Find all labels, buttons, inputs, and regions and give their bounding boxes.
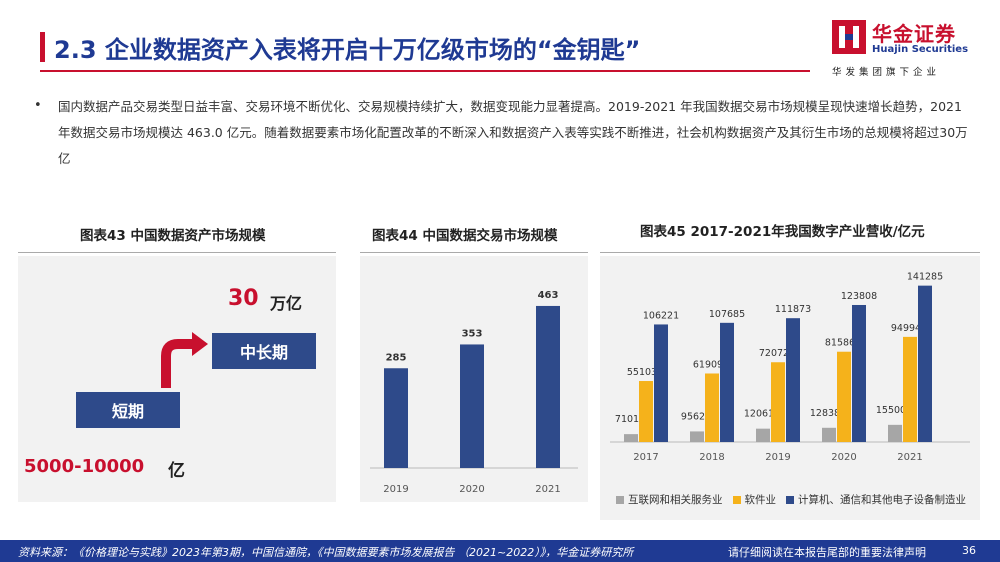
chart45-data-label: 72072: [759, 348, 789, 359]
footer-disclaimer: 请仔细阅读在本报告尾部的重要法律声明: [728, 546, 926, 559]
chart45-bar: [720, 322, 734, 442]
page-number: 36: [962, 544, 976, 557]
company-logo: 华金证券 Huajin Securities 华发集团旗下企业: [832, 18, 982, 78]
chart45-bar: [654, 324, 668, 442]
chart45-bar: [756, 428, 770, 442]
legend-swatch: [616, 495, 624, 504]
chart43-panel: [18, 256, 336, 502]
short-term-unit: 亿: [168, 461, 185, 481]
legend-item: 计算机、通信和其他电子设备制造业: [786, 492, 966, 507]
title-rule: [40, 70, 810, 72]
chart45-data-label: 81586: [825, 338, 855, 349]
chart44-tick-label: 2020: [459, 484, 484, 495]
long-term-unit: 万亿: [270, 294, 303, 313]
chart45-data-label: 106221: [643, 310, 679, 321]
chart45-data-label: 111873: [775, 304, 811, 315]
logo-slogan: 华发集团旗下企业: [832, 67, 941, 78]
growth-arrow-icon: [161, 332, 208, 388]
chart45-data-label: 55103: [627, 367, 657, 378]
chart45-bar: [888, 424, 902, 442]
chart44-bar: [536, 305, 560, 468]
chart45-data-label: 61909: [693, 359, 723, 370]
chart45-title-rule: [600, 252, 980, 253]
chart45-bar: [624, 434, 638, 442]
chart45-data-label: 141285: [907, 272, 943, 283]
legend-swatch: [732, 495, 741, 504]
chart45-bar: [690, 431, 704, 442]
legend-label: 互联网和相关服务业: [628, 494, 723, 506]
chart45-bar: [918, 285, 932, 442]
title-accent: [40, 32, 45, 62]
chart44-tick-label: 2019: [383, 484, 408, 495]
chart45-bar: [639, 381, 653, 442]
chart45-data-label: 12838: [810, 408, 840, 419]
chart45-bar: [903, 336, 917, 442]
page-title: 2.3 企业数据资产入表将开启十万亿级市场的“金钥匙”: [54, 36, 641, 64]
chart45-data-label: 12061: [744, 409, 774, 420]
chart44-tick-label: 2021: [535, 484, 560, 495]
chart45-tick-label: 2019: [765, 452, 790, 463]
chart44-data-label: 353: [462, 328, 483, 339]
chart45-title: 图表45 2017-2021年我国数字产业营收/亿元: [640, 224, 925, 240]
logo-mark-icon: [832, 20, 866, 54]
logo-english-name: Huajin Securities: [872, 44, 969, 55]
chart45-data-label: 94994: [891, 323, 921, 334]
chart43-title-rule: [18, 252, 336, 253]
chart45-bar: [852, 304, 866, 442]
footer-source: 资料来源：《价格理论与实践》2023年第3期，中国信通院，《中国数据要素市场发展…: [18, 546, 634, 559]
chart44-data-label: 463: [538, 290, 559, 301]
chart45-bar: [837, 351, 851, 442]
long-term-box: 中长期: [212, 333, 316, 369]
footer-bar: 资料来源：《价格理论与实践》2023年第3期，中国信通院，《中国数据要素市场发展…: [0, 540, 1000, 562]
chart45-tick-label: 2018: [699, 452, 724, 463]
chart44-bar: [460, 344, 484, 468]
bullet-text: 国内数据产品交易类型日益丰富、交易环境不断优化、交易规模持续扩大，数据变现能力显…: [58, 99, 968, 166]
chart45-data-label: 15500: [876, 405, 906, 416]
chart45-data-label: 9562: [681, 411, 705, 422]
chart44-title-rule: [360, 252, 588, 253]
chart45-legend: 互联网和相关服务业 软件业 计算机、通信和其他电子设备制造业: [616, 492, 966, 507]
long-term-value: 30: [228, 286, 259, 311]
chart45-tick-label: 2017: [633, 452, 658, 463]
chart45-bar: [822, 427, 836, 442]
chart44-bar: [384, 368, 408, 468]
legend-item: 软件业: [732, 492, 777, 507]
chart45-plot: 7101 55103 106221 2017 9562 61909 107685 2018 12…: [610, 272, 970, 463]
legend-label: 计算机、通信和其他电子设备制造业: [798, 494, 966, 506]
chart45-bar: [705, 373, 719, 442]
chart44-plot: 285 2019 353 2020 463 2021: [370, 290, 578, 495]
bullet-dot: •: [34, 98, 42, 113]
chart45-tick-label: 2021: [897, 452, 922, 463]
logo-chinese-name: 华金证券: [872, 22, 956, 46]
chart44-title: 图表44 中国数据交易市场规模: [372, 228, 558, 244]
chart45-bar: [771, 362, 785, 442]
chart45-bar: [786, 318, 800, 442]
legend-label: 软件业: [744, 494, 777, 506]
chart45-data-label: 7101: [615, 414, 639, 425]
chart45-data-label: 123808: [841, 291, 877, 302]
legend-swatch: [786, 495, 794, 504]
chart43-title: 图表43 中国数据资产市场规模: [80, 228, 266, 244]
chart45-tick-label: 2020: [831, 452, 856, 463]
short-term-box: 短期: [76, 392, 180, 428]
short-term-value: 5000-10000: [24, 456, 145, 477]
legend-item: 互联网和相关服务业: [616, 492, 723, 507]
chart44-data-label: 285: [386, 352, 407, 363]
chart45-data-label: 107685: [709, 309, 745, 320]
